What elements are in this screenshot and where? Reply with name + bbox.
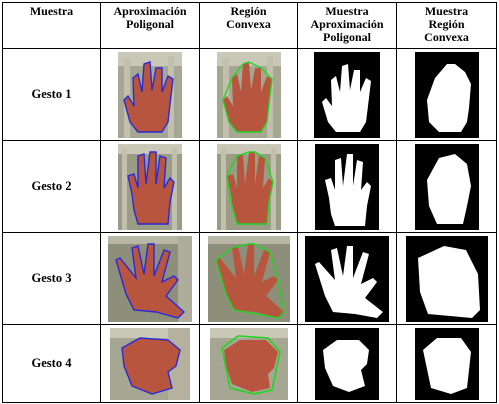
hull-mask-cell	[396, 232, 497, 325]
row-label: Gesto 4	[2, 324, 101, 403]
hull-mask-cell	[396, 140, 497, 233]
hand-photo-polygon	[118, 143, 182, 230]
polygon-mask-cell	[297, 324, 397, 403]
hull-photo-cell	[199, 324, 298, 403]
hand-photo-polygon	[118, 51, 182, 138]
hand-photo-hull	[209, 327, 288, 400]
header-line: Muestra	[29, 4, 74, 18]
hand-mask-hull	[414, 51, 479, 138]
header-line: Convexa	[424, 30, 469, 44]
hand-mask-hull	[414, 143, 479, 230]
polygon-photo-cell	[100, 324, 200, 403]
header-muestra: Muestra	[2, 2, 101, 49]
hull-mask-cell	[396, 48, 497, 141]
header-line: Convexa	[226, 17, 271, 31]
row-label: Gesto 1	[2, 48, 101, 141]
header-line: Región	[428, 17, 465, 31]
hand-mask-hull	[405, 235, 488, 322]
hand-mask-polygon	[315, 327, 379, 400]
polygon-photo-cell	[100, 140, 200, 233]
header-line: Poligonal	[322, 30, 371, 44]
hull-photo-cell	[199, 140, 298, 233]
header-line: Muestra	[424, 4, 469, 18]
row-label: Gesto 2	[2, 140, 101, 233]
header-row: Muestra Aproximación Poligonal Región Co…	[2, 2, 497, 49]
hand-photo-hull	[216, 51, 281, 138]
header-line: Aproximación	[113, 4, 187, 18]
header-muestra-aproximacion-poligonal: Muestra Aproximación Poligonal	[297, 2, 397, 49]
table-row: Gesto 2	[2, 140, 497, 233]
header-line: Región	[230, 4, 267, 18]
hull-mask-cell	[396, 324, 497, 403]
hull-photo-cell	[199, 232, 298, 325]
hand-photo-polygon	[110, 327, 190, 400]
header-region-convexa: Región Convexa	[199, 2, 298, 49]
table-row: Gesto 1	[2, 48, 497, 141]
polygon-photo-cell	[100, 232, 200, 325]
polygon-photo-cell	[100, 48, 200, 141]
header-line: Muestra	[325, 4, 369, 18]
polygon-mask-cell	[297, 232, 397, 325]
hand-photo-hull	[207, 235, 290, 322]
hand-mask-polygon	[314, 51, 380, 138]
header-aproximacion-poligonal: Aproximación Poligonal	[100, 2, 200, 49]
hand-photo-hull	[216, 143, 281, 230]
hand-photo-polygon	[108, 235, 192, 322]
hull-photo-cell	[199, 48, 298, 141]
row-label: Gesto 3	[2, 232, 101, 325]
polygon-mask-cell	[297, 48, 397, 141]
polygon-mask-cell	[297, 140, 397, 233]
table-row: Gesto 4	[2, 324, 497, 403]
hand-mask-polygon	[315, 143, 379, 230]
header-line: Aproximación	[310, 17, 384, 31]
hand-mask-hull	[414, 327, 479, 400]
table-row: Gesto 3	[2, 232, 497, 325]
header-muestra-region-convexa: Muestra Región Convexa	[396, 2, 497, 49]
header-line: Poligonal	[125, 17, 174, 31]
hand-mask-polygon	[305, 235, 389, 322]
